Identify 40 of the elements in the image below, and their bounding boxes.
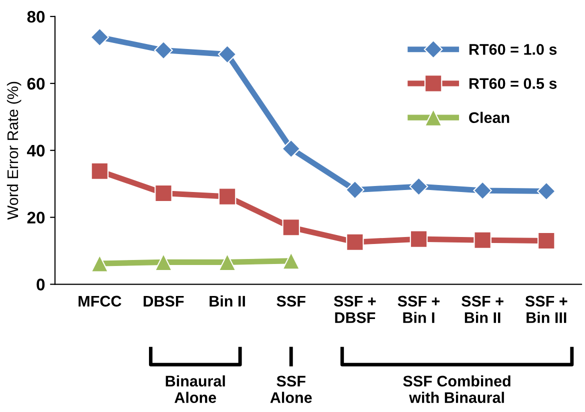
- x-tick-label: Bin II: [210, 295, 245, 306]
- x-tick-label: SSF + DBSF: [334, 296, 376, 324]
- x-tick-label: DBSF: [144, 296, 184, 307]
- point: [282, 252, 300, 270]
- point: [346, 180, 364, 200]
- x-tick-label: SSF + Bin I: [398, 296, 440, 323]
- x-tick-label: SSF: [276, 296, 306, 307]
- text: Binaural Alone: [166, 375, 225, 404]
- point: [154, 253, 172, 272]
- y-tick-label: 40: [26, 144, 45, 157]
- x-tick-label: MFCC: [78, 296, 122, 307]
- x-tick-label: SSF + Bin II: [462, 296, 504, 323]
- point: [473, 181, 492, 200]
- point: [346, 233, 364, 251]
- point: [218, 188, 236, 206]
- legend-label: RT60 = 0.5 s: [469, 78, 557, 89]
- point: [154, 184, 172, 202]
- y-axis-title: Word Error Rate (%): [6, 82, 22, 220]
- point: [410, 230, 428, 248]
- text: SSF Combined with Binaural: [403, 375, 510, 404]
- point: [536, 182, 556, 201]
- y-tick-label: 80: [27, 10, 45, 23]
- point: [282, 218, 300, 236]
- point: [90, 28, 110, 47]
- point: [474, 231, 492, 249]
- y-tick-label: 60: [27, 78, 45, 90]
- text: SSF Alone: [270, 376, 312, 404]
- point: [538, 232, 556, 250]
- y-tick-label: 20: [27, 212, 45, 224]
- y-tick-label: 0: [36, 278, 45, 290]
- point: [90, 162, 109, 180]
- point: [154, 40, 173, 60]
- point: [90, 254, 109, 272]
- point: [218, 44, 237, 64]
- point: [409, 177, 428, 196]
- point: [282, 139, 301, 158]
- x-tick-label: SSF + Bin III: [525, 296, 568, 323]
- point: [218, 253, 236, 272]
- legend-label: RT60 = 1.0 s: [469, 44, 557, 55]
- legend-label: Clean: [469, 112, 510, 124]
